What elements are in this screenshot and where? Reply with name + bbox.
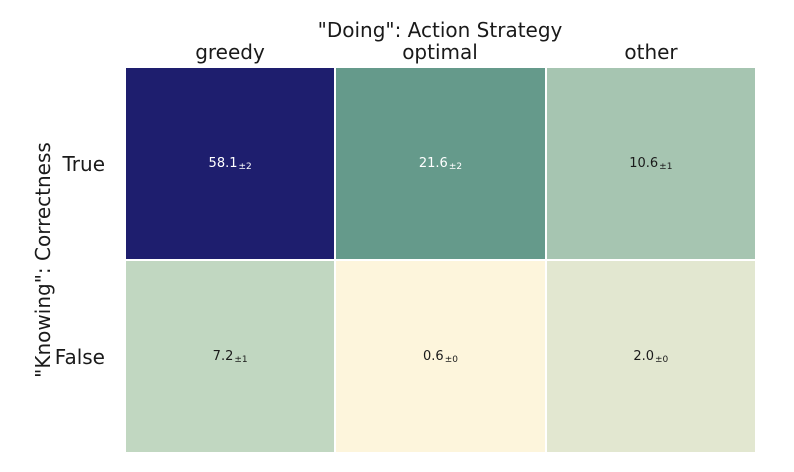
heatmap-cell-false-other: 2.0 ±0	[545, 260, 756, 453]
heatmap-cell-true-greedy: 58.1 ±2	[125, 67, 336, 260]
cell-value: 2.0	[633, 349, 655, 364]
cell-value: 10.6	[629, 156, 659, 171]
chart-title: "Doing": Action Strategy	[317, 18, 563, 42]
cell-error: ±0	[444, 354, 458, 365]
row-label-false: False	[54, 345, 105, 369]
heatmap-cell-false-optimal: 0.6 ±0	[335, 260, 546, 453]
row-label-true: True	[62, 152, 105, 176]
cell-value: 0.6	[423, 349, 444, 364]
cell-value: 21.6	[418, 156, 448, 171]
cell-value: 58.1	[208, 156, 238, 171]
col-label-greedy: greedy	[195, 40, 265, 64]
cell-value: 7.2	[212, 349, 234, 364]
col-label-optimal: optimal	[402, 40, 478, 64]
heatmap-cell-true-optimal: 21.6 ±2	[335, 67, 546, 260]
cell-error: ±1	[659, 161, 673, 172]
heatmap-grid: 58.1 ±2 21.6 ±2 10.6 ±1 7.2 ±1 0.6 ±0 2.0 ±0	[125, 67, 756, 453]
y-axis-label: "Knowing": Correctness	[31, 142, 55, 378]
cell-error: ±2	[448, 161, 463, 172]
heatmap-cell-true-other: 10.6 ±1	[545, 67, 756, 260]
heatmap-cell-false-greedy: 7.2 ±1	[125, 260, 336, 453]
cell-error: ±1	[234, 354, 248, 365]
col-label-other: other	[624, 40, 678, 64]
cell-error: ±0	[655, 354, 669, 365]
cell-error: ±2	[238, 161, 252, 172]
